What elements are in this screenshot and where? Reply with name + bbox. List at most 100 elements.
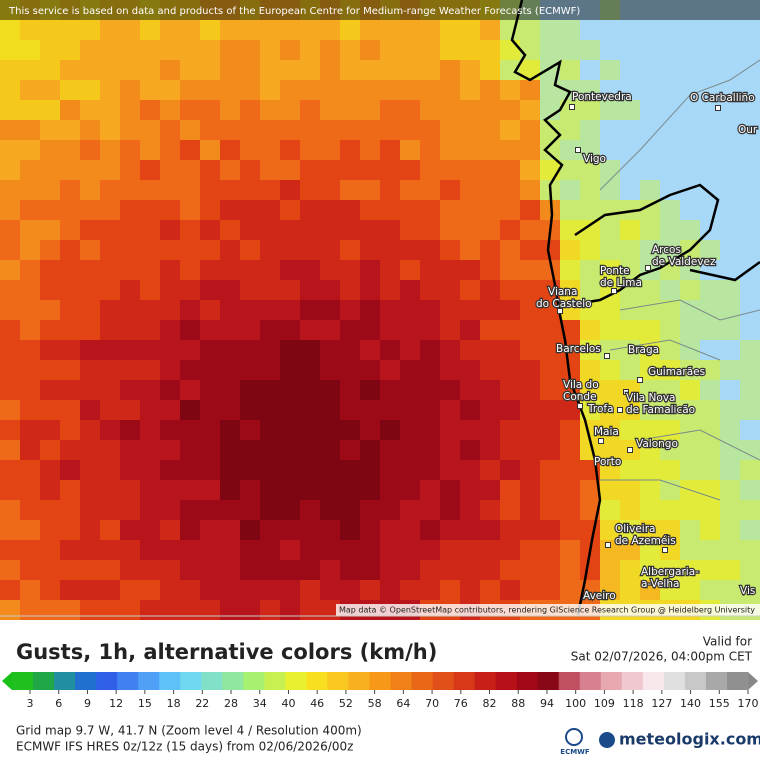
grid-cell [520,240,540,260]
grid-cell [260,560,280,580]
grid-cell [160,0,180,20]
grid-cell [440,300,460,320]
grid-cell [180,220,200,240]
grid-cell [300,180,320,200]
grid-cell [280,600,300,620]
grid-cell [520,380,540,400]
grid-cell [460,440,480,460]
scale-segment [411,672,434,690]
grid-cell [180,480,200,500]
grid-cell [40,40,60,60]
grid-cell [240,260,260,280]
grid-cell [400,240,420,260]
grid-cell [480,360,500,380]
grid-cell [120,120,140,140]
place-label: Our [738,124,758,136]
grid-cell [260,240,280,260]
grid-cell [100,380,120,400]
grid-cell [260,140,280,160]
grid-cell [400,300,420,320]
grid-cell [740,120,760,140]
grid-cell [180,560,200,580]
grid-cell [640,440,660,460]
grid-cell [420,360,440,380]
grid-cell [640,140,660,160]
grid-cell [460,260,480,280]
grid-cell [320,300,340,320]
grid-cell [140,280,160,300]
grid-cell [60,440,80,460]
grid-cell [600,120,620,140]
grid-cell [180,360,200,380]
scale-tick-label: 34 [253,697,267,710]
grid-cell [680,400,700,420]
grid-cell [460,460,480,480]
grid-cell [0,200,20,220]
grid-cell [520,200,540,220]
grid-cell [740,320,760,340]
grid-cell [600,280,620,300]
grid-cell [100,180,120,200]
grid-cell [200,380,220,400]
grid-cell [180,500,200,520]
grid-cell [420,180,440,200]
grid-cell [0,240,20,260]
grid-cell [100,600,120,620]
grid-cell [420,200,440,220]
place-label: Pontevedra [572,91,632,103]
grid-cell [40,240,60,260]
grid-cell [340,160,360,180]
grid-cell [80,160,100,180]
grid-cell [0,160,20,180]
grid-cell [360,540,380,560]
grid-cell [360,0,380,20]
grid-cell [180,600,200,620]
grid-cell [600,60,620,80]
grid-cell [100,260,120,280]
grid-cell [400,100,420,120]
place-label: de Azeméis [615,535,676,547]
grid-cell [700,80,720,100]
grid-cell [100,200,120,220]
grid-cell [280,400,300,420]
grid-cell [480,0,500,20]
grid-cell [40,320,60,340]
grid-cell [460,280,480,300]
grid-cell [460,300,480,320]
grid-cell [300,440,320,460]
grid-cell [40,500,60,520]
grid-cell [20,480,40,500]
grid-cell [560,460,580,480]
scale-segment [243,672,265,690]
grid-cell [460,320,480,340]
grid-cell [120,80,140,100]
grid-cell [200,520,220,540]
grid-cell [420,440,440,460]
grid-cell [620,500,640,520]
grid-cell [300,540,320,560]
scale-segment [663,672,686,690]
grid-cell [220,280,240,300]
grid-cell [0,60,20,80]
grid-cell [640,180,660,200]
grid-cell [180,280,200,300]
grid-cell [280,300,300,320]
grid-cell [320,320,340,340]
grid-cell [180,440,200,460]
grid-cell [300,120,320,140]
grid-cell [660,180,680,200]
scale-tick-label: 58 [368,697,382,710]
grid-cell [300,520,320,540]
grid-cell [660,0,680,20]
grid-cell [420,400,440,420]
grid-cell [280,280,300,300]
grid-cell [520,560,540,580]
grid-cell [280,180,300,200]
grid-cell [240,460,260,480]
grid-cell [320,40,340,60]
grid-cell [720,320,740,340]
grid-cell [40,220,60,240]
scale-segment [453,672,476,690]
grid-cell [240,320,260,340]
grid-cell [740,60,760,80]
